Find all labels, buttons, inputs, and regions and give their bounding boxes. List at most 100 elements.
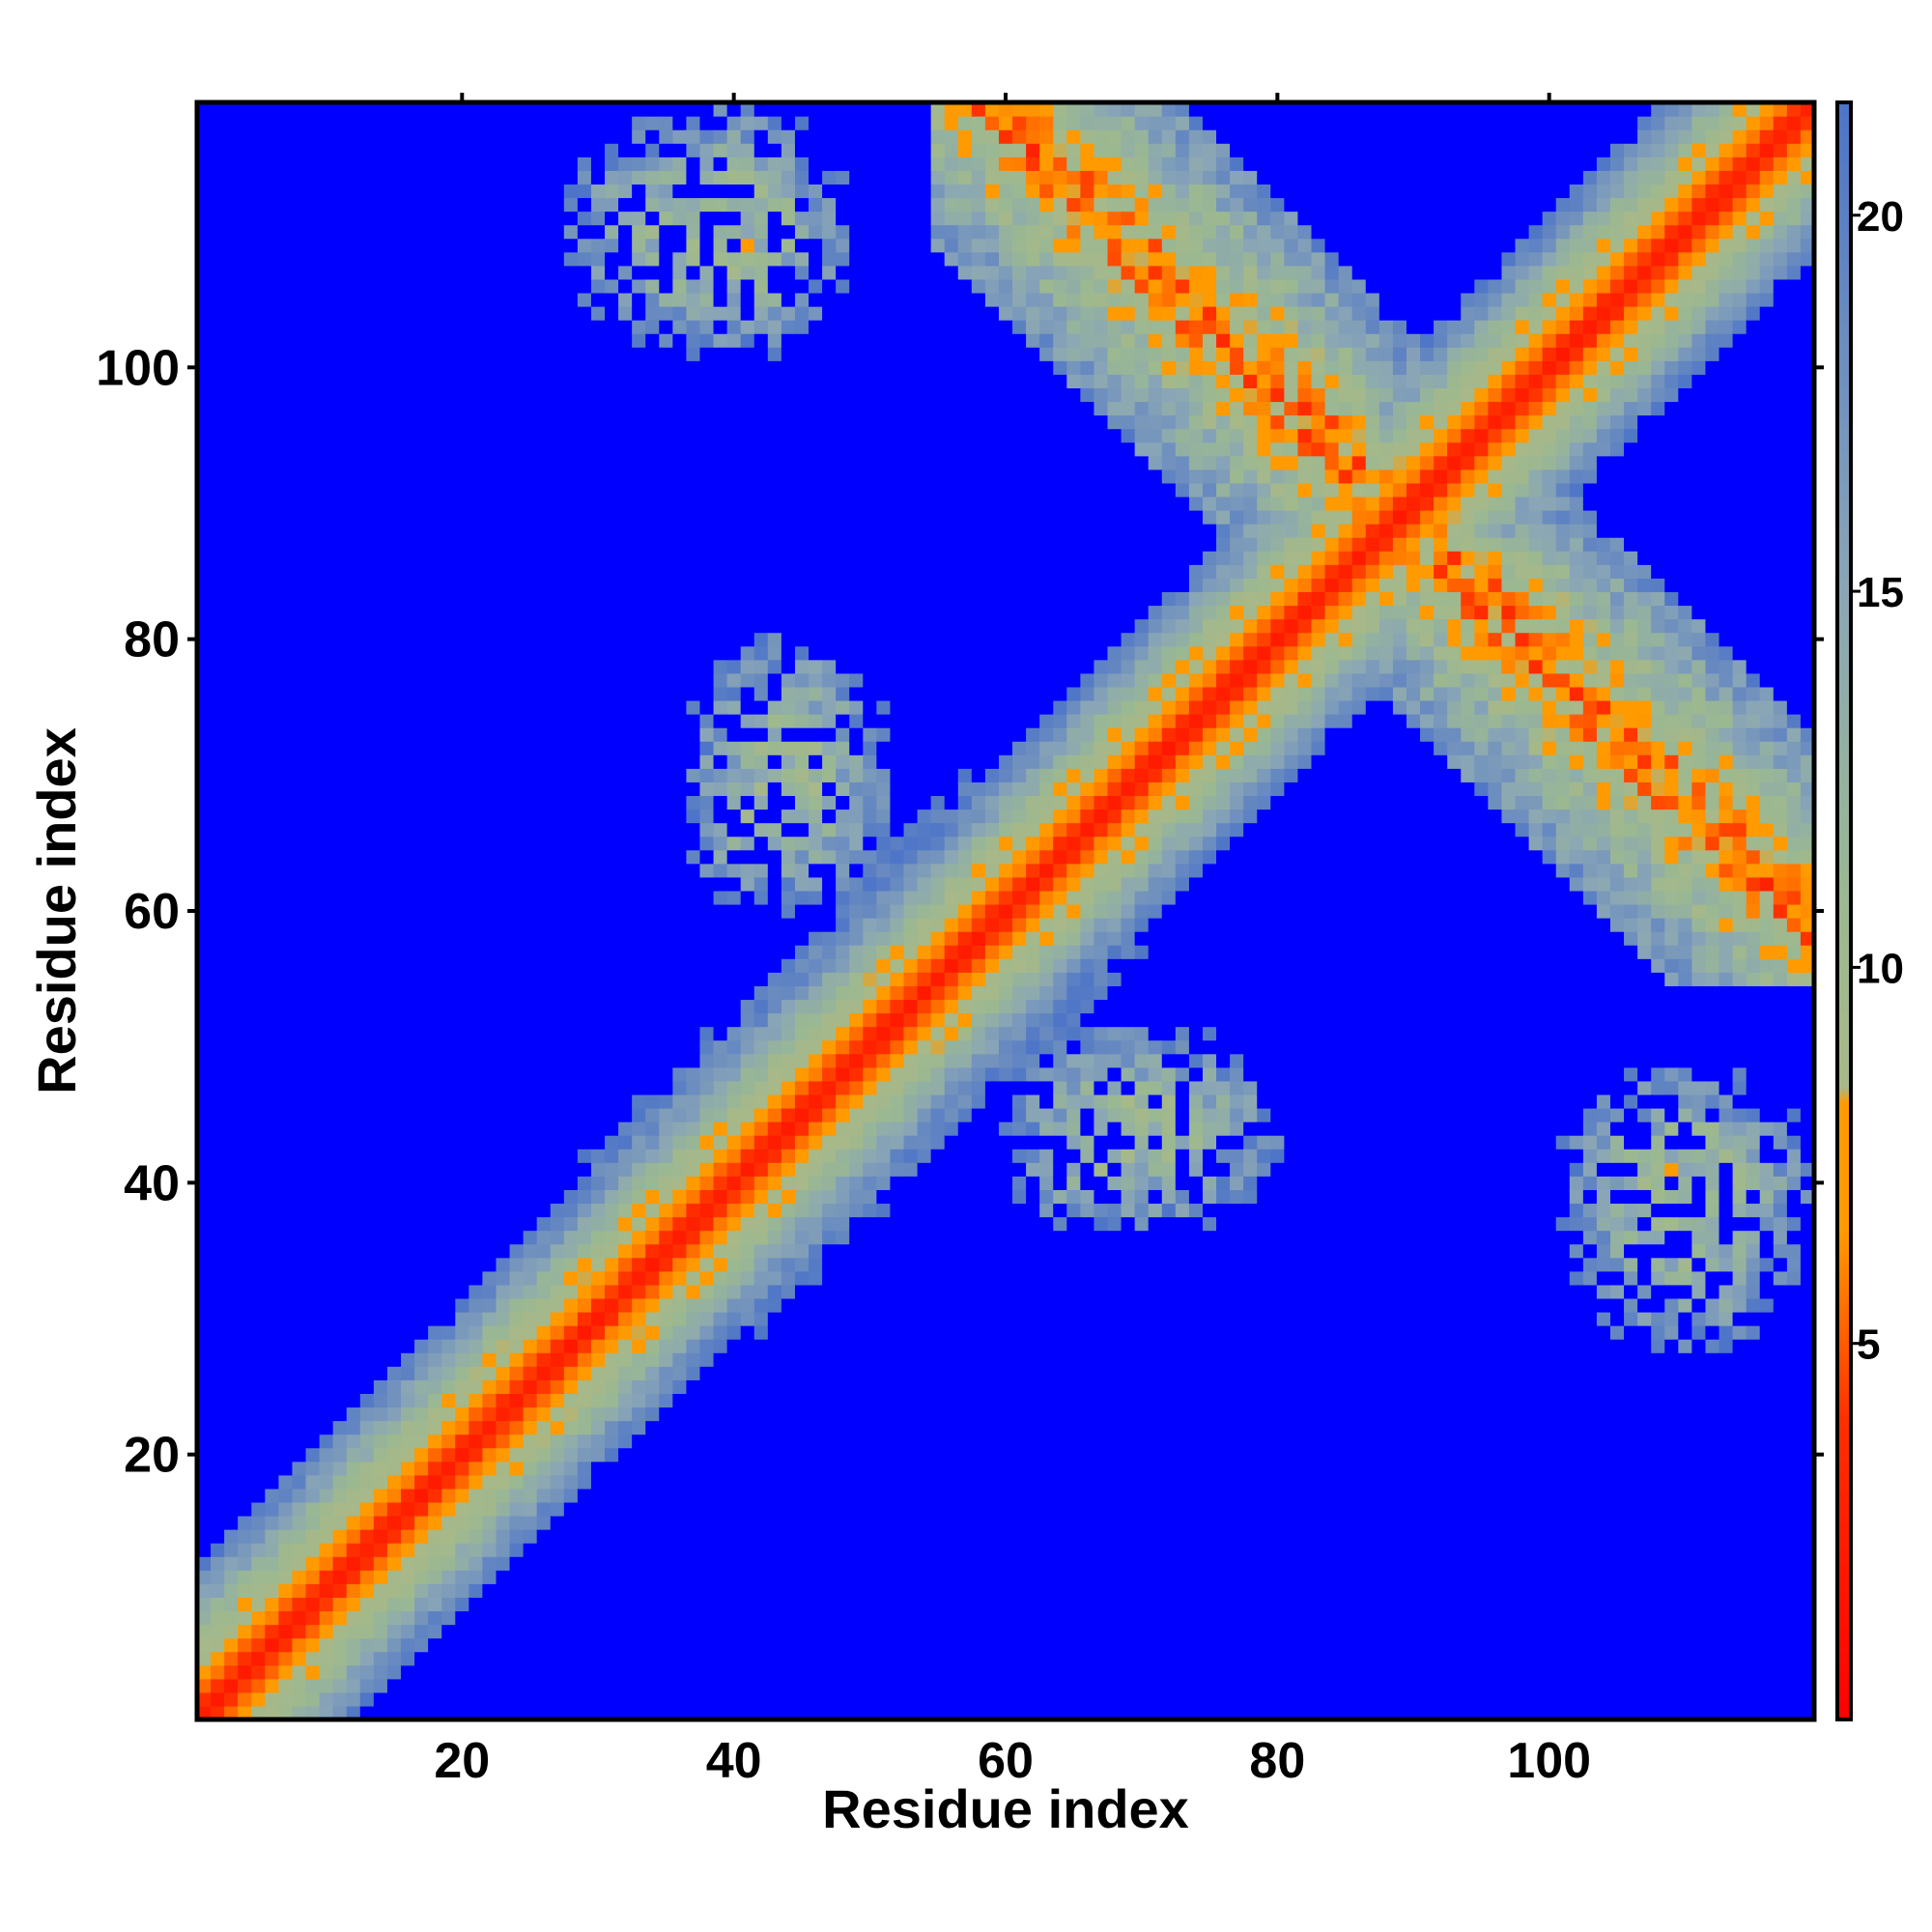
heatmap-cell <box>632 605 646 620</box>
heatmap-cell <box>292 265 307 280</box>
heatmap-cell <box>197 754 212 769</box>
heatmap-cell <box>346 224 361 240</box>
heatmap-cell <box>251 754 266 769</box>
heatmap-cell <box>563 1107 579 1122</box>
heatmap-cell <box>699 1691 715 1707</box>
heatmap-cell <box>496 347 511 361</box>
heatmap-cell <box>605 918 619 932</box>
heatmap-cell <box>211 1026 225 1041</box>
heatmap-cell <box>536 306 552 321</box>
heatmap-cell <box>401 116 415 130</box>
heatmap-cell <box>713 1230 728 1245</box>
heatmap-cell <box>590 1107 606 1122</box>
heatmap-cell <box>699 849 715 865</box>
heatmap-cell <box>251 551 266 565</box>
heatmap-cell <box>305 754 321 769</box>
heatmap-cell <box>496 1176 511 1190</box>
heatmap-cell <box>238 659 252 674</box>
heatmap-cell <box>740 1230 755 1245</box>
heatmap-cell <box>686 972 701 986</box>
heatmap-cell <box>577 224 592 240</box>
heatmap-cell <box>753 918 769 932</box>
heatmap-cell <box>536 918 552 932</box>
heatmap-cell <box>428 211 442 226</box>
heatmap-cell <box>386 1556 402 1571</box>
heatmap-cell <box>605 1094 619 1109</box>
heatmap-cell <box>523 1135 538 1150</box>
heatmap-cell <box>713 1189 728 1205</box>
heatmap-cell <box>346 632 361 647</box>
heatmap-cell <box>523 1678 538 1693</box>
heatmap-cell <box>536 605 552 620</box>
heatmap-cell <box>713 795 728 810</box>
heatmap-cell <box>509 360 525 375</box>
heatmap-cell <box>278 754 294 769</box>
heatmap-cell <box>590 1461 606 1476</box>
heatmap-cell <box>401 1066 415 1082</box>
heatmap-cell <box>740 686 755 701</box>
heatmap-cell <box>563 822 579 838</box>
heatmap-cell <box>482 945 497 959</box>
heatmap-cell <box>523 564 538 579</box>
heatmap-cell <box>605 116 619 130</box>
heatmap-cell <box>753 156 769 171</box>
heatmap-cell <box>441 496 456 511</box>
heatmap-cell <box>211 1651 225 1666</box>
heatmap-cell <box>713 184 728 199</box>
heatmap-cell <box>659 469 673 484</box>
heatmap-cell <box>523 1189 538 1205</box>
heatmap-cell <box>699 1474 715 1490</box>
heatmap-cell <box>672 1149 688 1163</box>
heatmap-cell <box>699 1488 715 1503</box>
heatmap-cell <box>496 591 511 607</box>
heatmap-cell <box>686 292 701 307</box>
heatmap-cell <box>332 102 348 117</box>
heatmap-cell <box>332 1637 348 1653</box>
heatmap-cell <box>645 1515 660 1530</box>
heatmap-cell <box>373 1311 388 1326</box>
heatmap-cell <box>659 1461 673 1476</box>
heatmap-cell <box>550 1461 565 1476</box>
heatmap-cell <box>386 1216 402 1232</box>
heatmap-cell <box>414 184 429 199</box>
heatmap-cell <box>386 1176 402 1190</box>
heatmap-cell <box>238 1461 252 1476</box>
heatmap-cell <box>292 224 307 240</box>
heatmap-cell <box>740 524 755 538</box>
heatmap-cell <box>414 1270 429 1286</box>
heatmap-cell <box>401 1543 415 1557</box>
heatmap-cell <box>278 903 294 919</box>
heatmap-cell <box>605 768 619 782</box>
heatmap-cell <box>211 945 225 959</box>
heatmap-cell <box>713 1149 728 1163</box>
heatmap-cell <box>645 1597 660 1612</box>
heatmap-cell <box>455 918 469 932</box>
heatmap-cell <box>590 1529 606 1544</box>
heatmap-cell <box>496 822 511 838</box>
heatmap-cell <box>605 618 619 634</box>
heatmap-cell <box>672 1216 688 1232</box>
heatmap-cell <box>238 672 252 688</box>
heatmap-cell <box>278 1230 294 1245</box>
heatmap-cell <box>401 1325 415 1340</box>
heatmap-cell <box>482 1039 497 1055</box>
heatmap-cell <box>632 1529 646 1544</box>
heatmap-cell <box>401 1243 415 1259</box>
heatmap-cell <box>305 387 321 403</box>
heatmap-cell <box>386 251 402 267</box>
heatmap-cell <box>319 1216 334 1232</box>
heatmap-cell <box>605 1705 619 1720</box>
heatmap-cell <box>359 768 375 782</box>
heatmap-cell <box>346 714 361 728</box>
heatmap-cell <box>305 1066 321 1082</box>
heatmap-cell <box>428 360 442 375</box>
heatmap-cell <box>713 1379 728 1394</box>
heatmap-cell <box>726 1583 742 1598</box>
heatmap-cell <box>346 156 361 171</box>
heatmap-cell <box>305 1366 321 1380</box>
heatmap-cell <box>278 972 294 986</box>
heatmap-cell <box>726 1094 742 1109</box>
heatmap-cell <box>726 659 742 674</box>
heatmap-cell <box>536 238 552 253</box>
heatmap-cell <box>292 524 307 538</box>
